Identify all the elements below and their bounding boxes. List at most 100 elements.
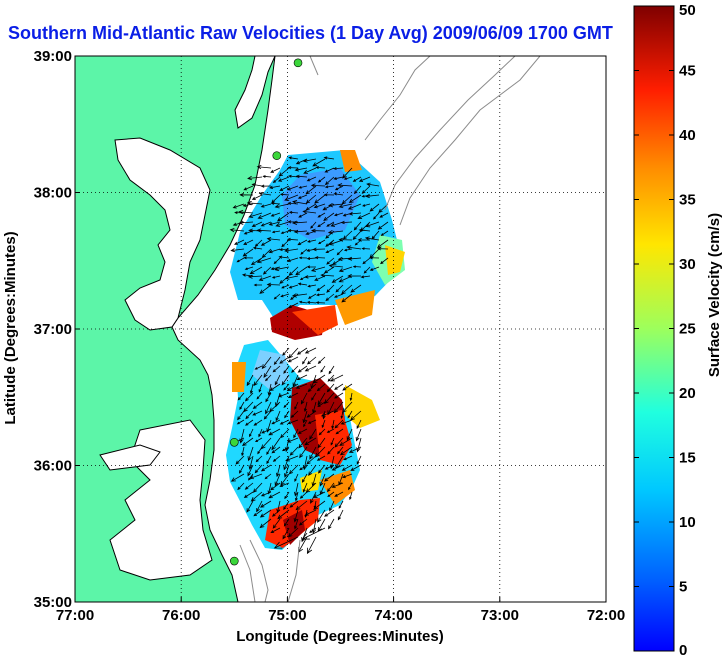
velocity-arrow <box>356 455 362 465</box>
velocity-arrow <box>248 455 254 470</box>
velocity-arrow <box>314 194 326 204</box>
velocity-arrow <box>284 464 290 478</box>
velocity-arrow <box>287 356 299 363</box>
velocity-arrow <box>330 437 335 446</box>
velocity-arrow <box>281 374 290 386</box>
velocity-arrow <box>263 410 272 420</box>
velocity-arrow <box>273 293 281 300</box>
velocity-arrow <box>334 392 344 399</box>
velocity-arrow <box>360 275 371 279</box>
velocity-arrow <box>241 437 254 447</box>
velocity-arrow <box>278 392 290 398</box>
velocity-arrow <box>348 446 362 453</box>
velocity-arrow <box>292 374 299 388</box>
colorbar-tick-label: 10 <box>679 514 696 531</box>
velocity-arrow <box>323 193 335 197</box>
velocity-arrow <box>320 365 326 373</box>
velocity-arrow <box>320 273 335 278</box>
velocity-arrow <box>303 419 308 428</box>
velocity-arrow <box>317 239 326 245</box>
velocity-arrow <box>293 482 299 497</box>
velocity-arrow <box>331 464 344 471</box>
velocity-arrow <box>317 401 326 407</box>
velocity-arrow <box>245 419 254 426</box>
velocity-arrow <box>272 518 281 529</box>
velocity-arrow <box>277 509 290 520</box>
velocity-arrow <box>230 473 245 482</box>
velocity-arrow <box>299 464 308 471</box>
velocity-arrow <box>239 401 245 411</box>
velocity-arrow <box>317 221 326 228</box>
velocity-arrow <box>380 257 389 265</box>
velocity-arrow <box>239 192 254 197</box>
velocity-arrow <box>247 175 263 181</box>
velocity-arrow <box>298 518 308 526</box>
velocity-arrow <box>361 194 371 198</box>
velocity-arrow <box>305 482 317 493</box>
velocity-arrow <box>254 437 263 443</box>
velocity-arrow <box>293 509 299 523</box>
velocity-arrow <box>288 174 299 178</box>
velocity-arrow <box>302 455 308 471</box>
velocity-arrow <box>379 212 389 218</box>
velocity-arrow <box>271 446 281 454</box>
velocity-arrow <box>338 237 353 242</box>
y-axis-label: Latitude (Degrees:Minutes) <box>2 231 19 424</box>
velocity-arrow <box>346 245 362 250</box>
x-tick-label: 77:00 <box>56 607 94 624</box>
velocity-arrow <box>270 527 281 534</box>
velocity-arrow <box>279 185 290 191</box>
velocity-arrow <box>302 410 308 424</box>
velocity-arrow <box>366 182 380 187</box>
colorbar <box>633 5 675 652</box>
velocity-arrow <box>321 419 326 429</box>
velocity-arrow <box>373 212 380 220</box>
velocity-arrow <box>303 158 317 163</box>
velocity-arrow <box>280 293 290 298</box>
velocity-arrow <box>306 356 317 365</box>
chesapeake-bay <box>114 137 211 331</box>
velocity-arrow <box>342 383 353 391</box>
velocity-arrow <box>260 203 272 208</box>
velocity-arrow <box>260 437 272 450</box>
velocity-arrow <box>260 464 272 472</box>
velocity-arrow <box>244 482 254 490</box>
velocity-arrow <box>306 265 317 269</box>
velocity-arrow <box>333 401 344 414</box>
velocity-arrow <box>259 509 272 518</box>
velocity-arrow <box>243 401 254 413</box>
colorbar-tick-label: 30 <box>679 256 696 273</box>
velocity-arrow <box>280 230 290 234</box>
velocity-arrow <box>337 183 353 188</box>
velocity-arrow <box>287 220 299 224</box>
velocity-arrow <box>260 491 272 497</box>
velocity-arrow <box>377 221 389 230</box>
velocity-arrow <box>349 392 353 402</box>
velocity-arrow <box>283 365 290 374</box>
colorbar-tick-label: 0 <box>679 642 687 659</box>
velocity-arrow <box>241 446 245 457</box>
velocity-arrow <box>258 383 263 393</box>
velocity-arrow <box>279 193 290 196</box>
velocity-arrow <box>304 275 317 279</box>
velocity-arrow <box>270 202 281 205</box>
map-content <box>75 56 541 602</box>
velocity-arrow <box>326 383 335 393</box>
velocity-arrow <box>278 167 290 177</box>
radar-station-marker <box>293 58 303 68</box>
velocity-arrow <box>257 212 272 219</box>
delaware-bay <box>234 56 276 129</box>
velocity-arrow <box>349 491 353 501</box>
velocity-arrow <box>343 248 353 252</box>
velocity-arrow <box>311 392 317 401</box>
colorbar-tick-label: 50 <box>679 2 696 19</box>
velocity-arrow <box>271 509 281 517</box>
velocity-arrow <box>248 228 263 233</box>
velocity-arrow <box>244 392 254 402</box>
velocity-arrow <box>323 156 335 160</box>
velocity-arrow <box>302 209 317 214</box>
velocity-arrow <box>304 437 317 446</box>
velocity-arrow <box>282 527 290 540</box>
velocity-arrow <box>297 194 308 199</box>
velocity-arrow <box>353 221 362 231</box>
